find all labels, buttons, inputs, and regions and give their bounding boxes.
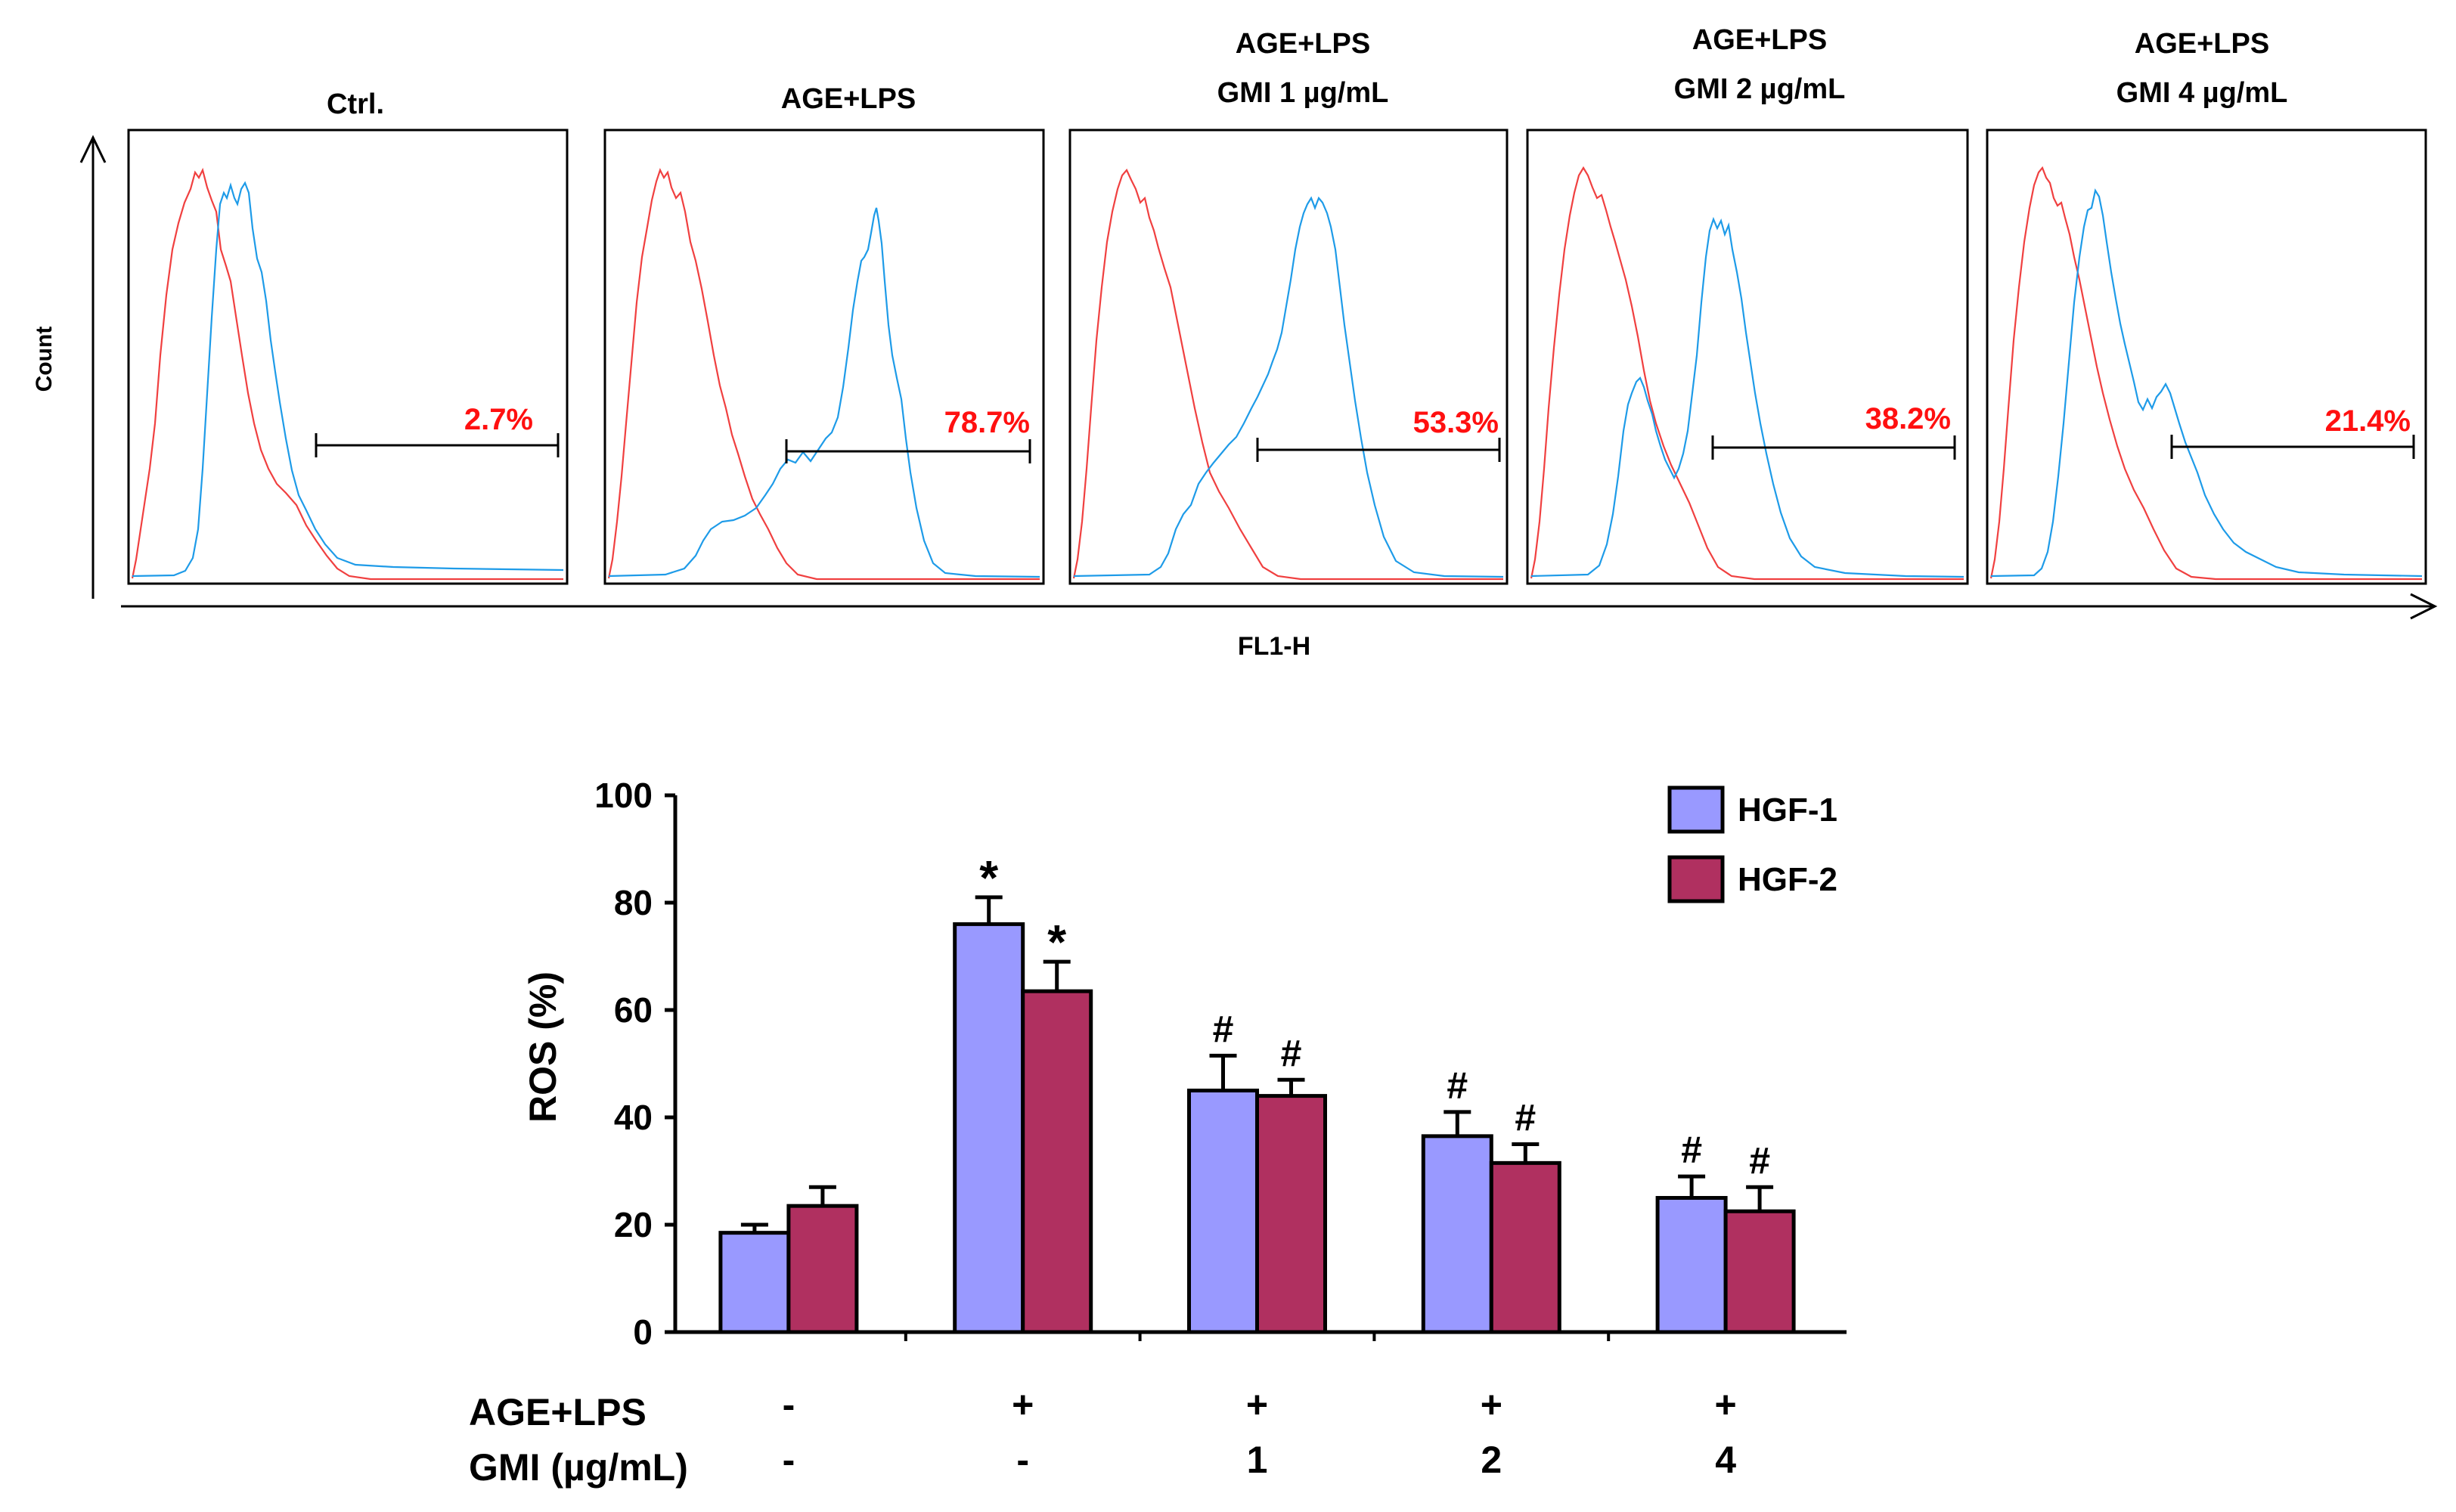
- histogram-panel-4-title-line-2: GMI 2 µg/mL: [1674, 73, 1846, 105]
- y-tick-label-0: 0: [633, 1312, 653, 1352]
- histogram-panel-5-control-curve: [1989, 166, 2422, 581]
- treatment-row-label-2: GMI (µg/mL): [469, 1446, 688, 1489]
- y-tick-label-40: 40: [614, 1098, 653, 1137]
- histogram-panel-5-percent: 21.4%: [2325, 404, 2411, 438]
- histogram-panel-3-title-line-2: GMI 1 µg/mL: [1217, 77, 1389, 109]
- histogram-panel-2-percent: 78.7%: [944, 406, 1030, 439]
- bar-hgf-1-5: [1655, 1196, 1728, 1334]
- significance-mark-hgf-2-5: #: [1749, 1139, 1770, 1182]
- histogram-panel-3: AGE+LPS GMI 1 µg/mL 53.3%: [1068, 28, 1509, 585]
- significance-mark-hgf-2-3: #: [1281, 1032, 1302, 1074]
- bar-hgf-2-4: [1489, 1160, 1561, 1334]
- histogram-panel-4-sample-curve: [1530, 216, 1964, 578]
- histogram-panel-2-title: AGE+LPS: [781, 83, 916, 115]
- y-tick-label-100: 100: [594, 776, 653, 815]
- histogram-panel-1-sample-curve: [132, 181, 564, 578]
- significance-mark-hgf-1-4: #: [1447, 1064, 1468, 1107]
- histogram-y-axis-label: Count: [32, 327, 57, 392]
- histogram-panel-3-title-line-1: AGE+LPS: [1236, 28, 1370, 60]
- significance-mark-hgf-1-3: #: [1213, 1008, 1234, 1050]
- histogram-panel-1-frame: [127, 129, 569, 585]
- treatment-row-1-value-3: +: [1246, 1383, 1268, 1426]
- histogram-panel-3-frame: [1068, 129, 1509, 585]
- treatment-row-2-value-4: 2: [1481, 1439, 1502, 1481]
- treatment-row-2-value-3: 1: [1247, 1439, 1268, 1481]
- histogram-panel-2: AGE+LPS 78.7%: [603, 83, 1045, 585]
- histogram-panel-2-frame: [603, 129, 1045, 585]
- histogram-panel-4: AGE+LPS GMI 2 µg/mL 38.2%: [1526, 24, 1969, 585]
- histogram-panel-2-sample-curve: [608, 207, 1040, 578]
- treatment-row-1-value-2: +: [1012, 1383, 1034, 1426]
- bar-hgf-2-5: [1723, 1209, 1796, 1334]
- legend-label-hgf-1: HGF-1: [1738, 792, 1837, 829]
- bar-hgf-1-3: [1187, 1089, 1259, 1334]
- histogram-y-axis-arrowhead: [79, 135, 107, 163]
- histogram-panel-5-frame: [1986, 129, 2427, 585]
- bar-hgf-2-2: [1021, 989, 1093, 1334]
- legend-swatch-hgf-1: [1667, 785, 1725, 834]
- treatment-row-1-value-4: +: [1481, 1383, 1502, 1426]
- treatment-row-label-1: AGE+LPS: [469, 1391, 647, 1433]
- histogram-panel-4-title-line-1: AGE+LPS: [1692, 24, 1827, 56]
- y-tick-label-60: 60: [614, 990, 653, 1030]
- histogram-panel-5-sample-curve: [1990, 188, 2423, 578]
- bar-hgf-1-4: [1421, 1134, 1493, 1334]
- bar-hgf-1-1: [718, 1231, 791, 1334]
- histogram-panel-1: Ctrl. 2.7%: [127, 88, 569, 585]
- histogram-x-axis-arrowhead: [2410, 593, 2438, 620]
- histogram-panel-4-frame: [1526, 129, 1969, 585]
- histogram-panel-5-title-line-2: GMI 4 µg/mL: [2116, 77, 2288, 109]
- treatment-row-1-value-5: +: [1714, 1383, 1736, 1426]
- treatment-row-2-value-1: -: [783, 1439, 795, 1481]
- y-tick-label-80: 80: [614, 883, 653, 922]
- bar-chart-y-axis-label: ROS (%): [522, 971, 564, 1123]
- histogram-panel-3-sample-curve: [1073, 196, 1504, 578]
- flow-histograms: Count FL1-H Ctrl. 2.7% AGE+LPS 78.7% AG: [32, 24, 2438, 661]
- bar-chart-x-ticks: [904, 1332, 1611, 1341]
- bar-chart-significance-marks: * * # # # # # #: [979, 850, 1770, 1182]
- bar-hgf-2-1: [786, 1204, 859, 1334]
- treatment-row-2-value-2: -: [1016, 1439, 1029, 1481]
- histogram-panel-1-percent: 2.7%: [464, 403, 533, 436]
- histogram-panel-2-control-curve: [607, 168, 1040, 581]
- ros-bar-chart: ROS (%) 0 20 40 60 80 100 * * # # # # # # HGF-1 HGF-2…: [469, 776, 1847, 1489]
- significance-mark-hgf-2-4: #: [1515, 1097, 1536, 1139]
- treatment-row-2-value-5: 4: [1715, 1439, 1736, 1481]
- histogram-panel-3-percent: 53.3%: [1413, 406, 1499, 439]
- bar-chart-legend: HGF-1 HGF-2: [1667, 785, 1837, 903]
- treatment-row-1-value-1: -: [783, 1383, 795, 1426]
- legend-label-hgf-2: HGF-2: [1738, 861, 1837, 898]
- bar-chart-bars: [718, 922, 1796, 1334]
- bar-chart-y-ticks: 0 20 40 60 80 100: [594, 776, 675, 1352]
- bar-hgf-2-3: [1255, 1094, 1327, 1334]
- bar-hgf-1-2: [953, 922, 1025, 1334]
- y-tick-label-20: 20: [614, 1205, 653, 1244]
- histogram-panel-5: AGE+LPS GMI 4 µg/mL 21.4%: [1986, 28, 2427, 585]
- significance-mark-hgf-1-2: *: [979, 850, 998, 905]
- bar-chart-treatment-table: AGE+LPS - + + + + GMI (µg/mL) - - 1 2 4: [469, 1383, 1737, 1489]
- histogram-panel-5-title-line-1: AGE+LPS: [2135, 28, 2269, 60]
- histogram-panel-1-title: Ctrl.: [327, 88, 384, 120]
- significance-mark-hgf-1-5: #: [1681, 1129, 1702, 1171]
- bar-chart-error-bars: [740, 895, 1774, 1233]
- legend-swatch-hgf-2: [1667, 855, 1725, 903]
- significance-mark-hgf-2-2: *: [1047, 915, 1066, 969]
- histogram-panel-4-percent: 38.2%: [1865, 402, 1951, 435]
- histogram-x-axis-label: FL1-H: [1238, 632, 1310, 661]
- histogram-panel-3-control-curve: [1072, 168, 1503, 581]
- histogram-panel-1-control-curve: [131, 167, 563, 581]
- histogram-panel-4-control-curve: [1530, 166, 1964, 581]
